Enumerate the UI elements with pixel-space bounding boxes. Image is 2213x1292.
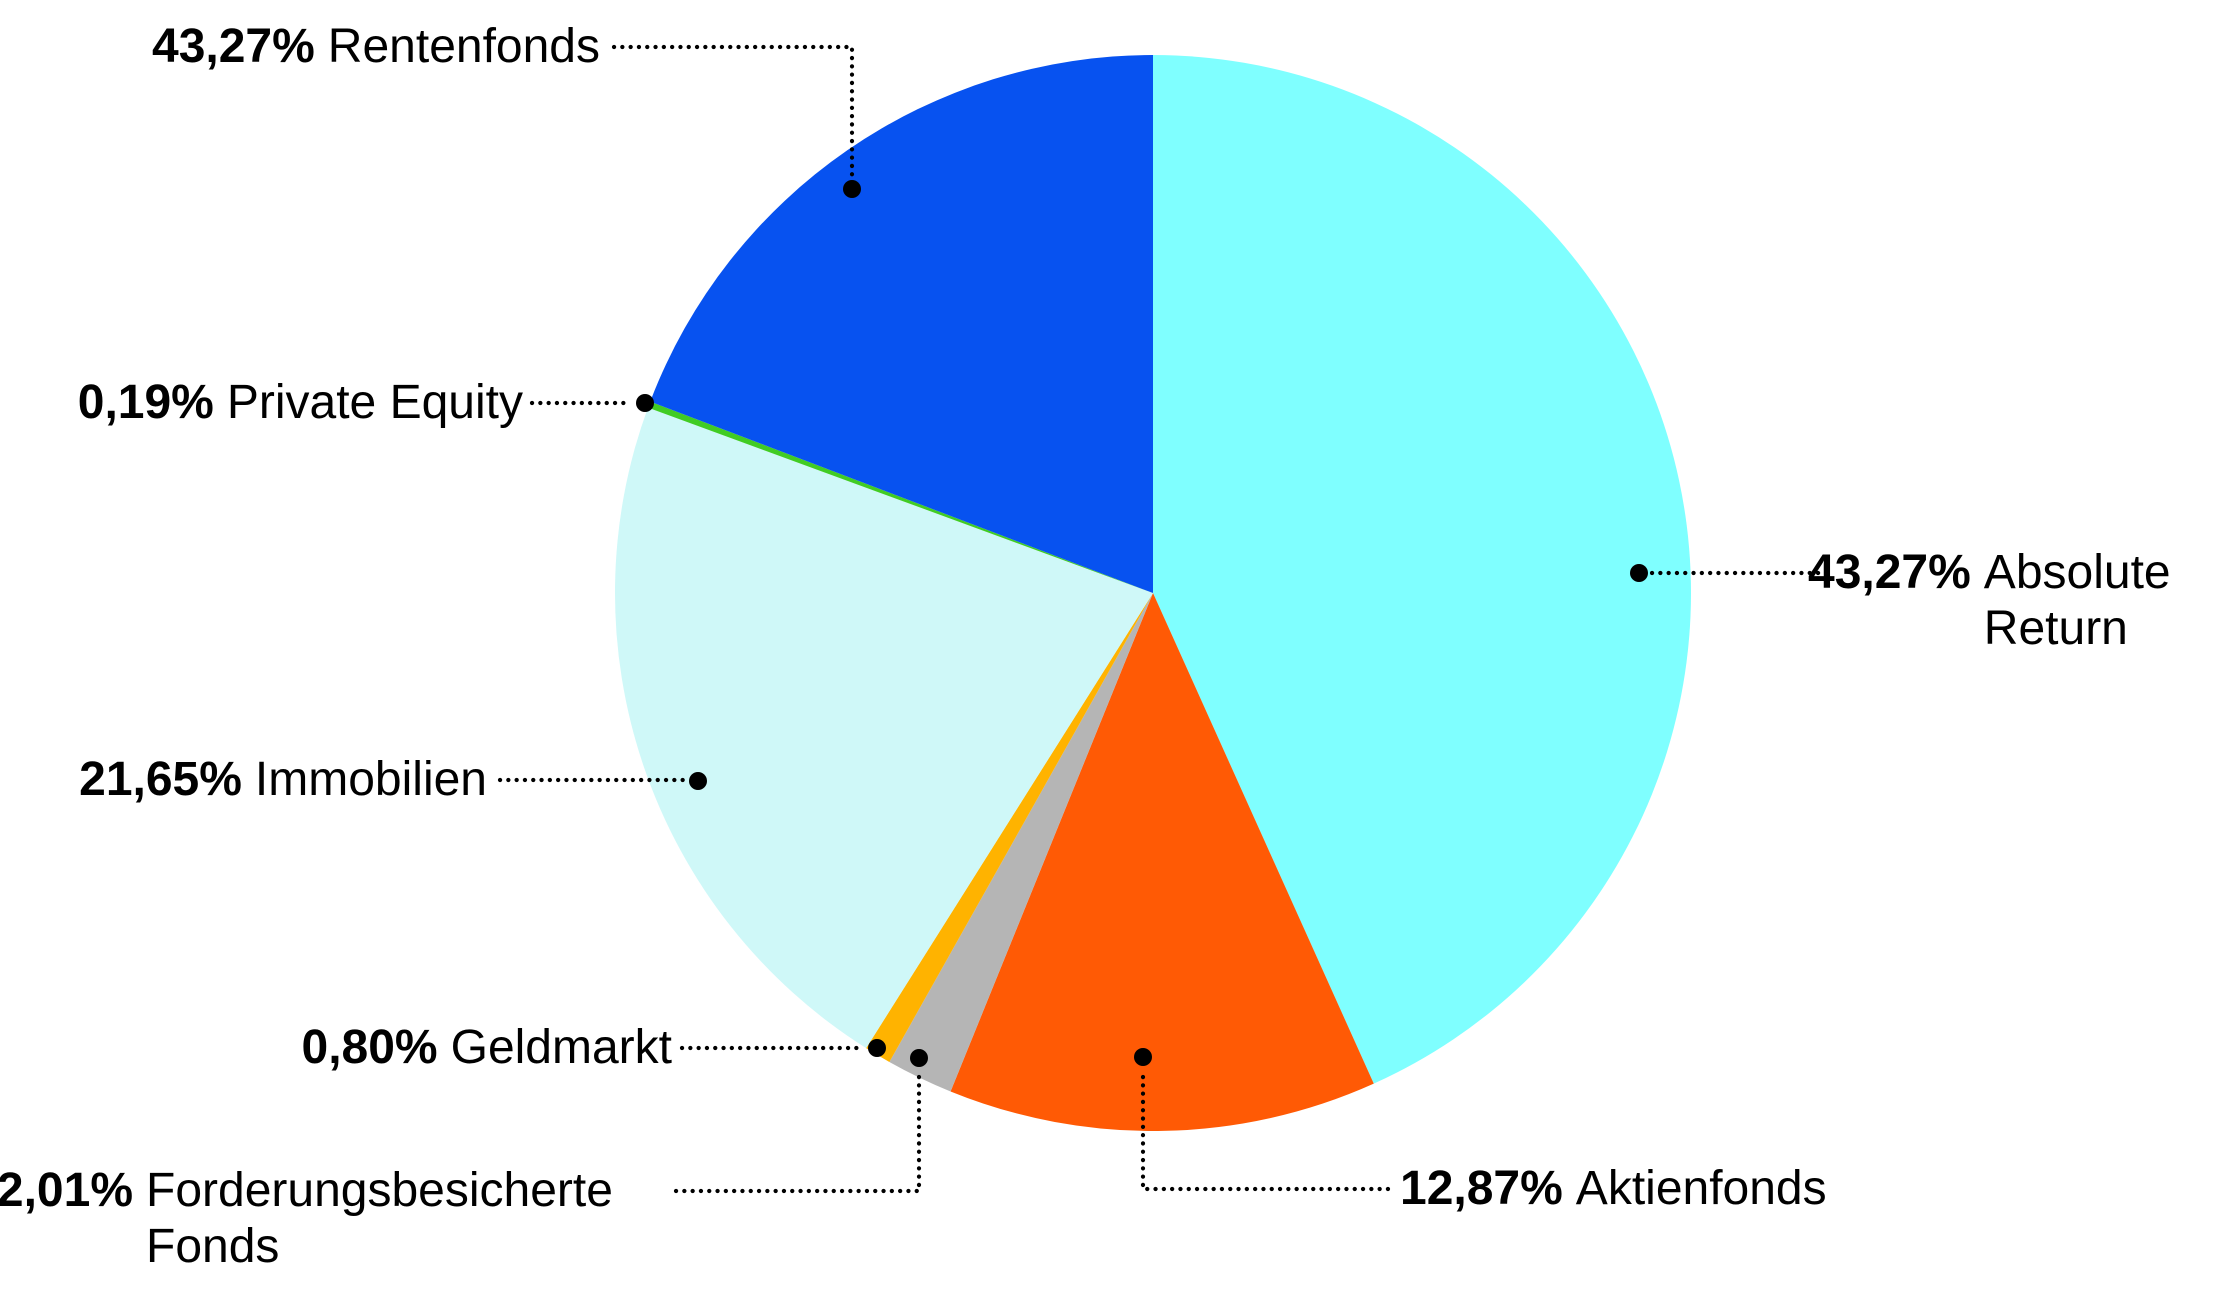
label-absolute-return: 43,27% Absolute Return: [1808, 545, 2184, 657]
leader-line-forderungsbesicherte-fonds: [673, 1069, 922, 1194]
label-private-equity-percent: 0,19%: [77, 376, 214, 429]
leader-dot-rentenfonds: [843, 180, 861, 198]
label-rentenfonds-name: Rentenfonds: [327, 20, 600, 73]
label-rentenfonds-percent: 43,27%: [152, 20, 315, 73]
leader-dot-geldmarkt: [868, 1039, 886, 1057]
pie-slice-private-equity: [647, 401, 1153, 593]
leader-dot-forderungsbesicherte-fonds: [910, 1049, 928, 1067]
label-geldmarkt-percent: 0,80%: [301, 1021, 438, 1074]
leader-line-rentenfonds: [611, 44, 855, 179]
pie-slice-forderungsbesicherte-fonds: [889, 593, 1153, 1092]
label-forderungsbesicherte-fonds-name: Forderungsbesicherte Fonds: [146, 1164, 613, 1273]
label-private-equity: 0,19% Private Equity: [78, 375, 523, 431]
label-immobilien-name: Immobilien: [254, 753, 487, 806]
label-aktienfonds: 12,87% Aktienfonds: [1400, 1161, 1827, 1217]
label-immobilien-percent: 21,65%: [79, 753, 242, 806]
label-forderungsbesicherte-fonds-percent: 2,01%: [0, 1164, 133, 1217]
pie-slice-absolute-return: [1153, 55, 1691, 1084]
leader-dot-absolute-return: [1630, 564, 1648, 582]
pie-slice-geldmarkt: [866, 593, 1153, 1062]
pie-slice-rentenfonds: [650, 55, 1153, 593]
leader-dot-private-equity: [636, 394, 654, 412]
leader-dot-immobilien: [689, 772, 707, 790]
label-absolute-return-name: Absolute Return: [1983, 546, 2171, 655]
pie-slice-immobilien: [614, 407, 1153, 1049]
leader-line-aktienfonds: [1140, 1069, 1391, 1192]
label-aktienfonds-percent: 12,87%: [1400, 1162, 1563, 1215]
label-immobilien: 21,65% Immobilien: [79, 752, 487, 808]
label-rentenfonds: 43,27% Rentenfonds: [152, 19, 600, 75]
label-geldmarkt-name: Geldmarkt: [450, 1021, 672, 1074]
label-absolute-return-percent: 43,27%: [1808, 546, 1971, 599]
label-aktienfonds-name: Aktienfonds: [1575, 1162, 1827, 1215]
label-geldmarkt: 0,80% Geldmarkt: [302, 1020, 673, 1076]
leader-dot-aktienfonds: [1134, 1048, 1152, 1066]
label-forderungsbesicherte-fonds: 2,01% Forderungsbesicherte Fonds: [0, 1163, 666, 1275]
pie-slice-aktienfonds: [950, 593, 1374, 1131]
label-private-equity-name: Private Equity: [226, 376, 523, 429]
